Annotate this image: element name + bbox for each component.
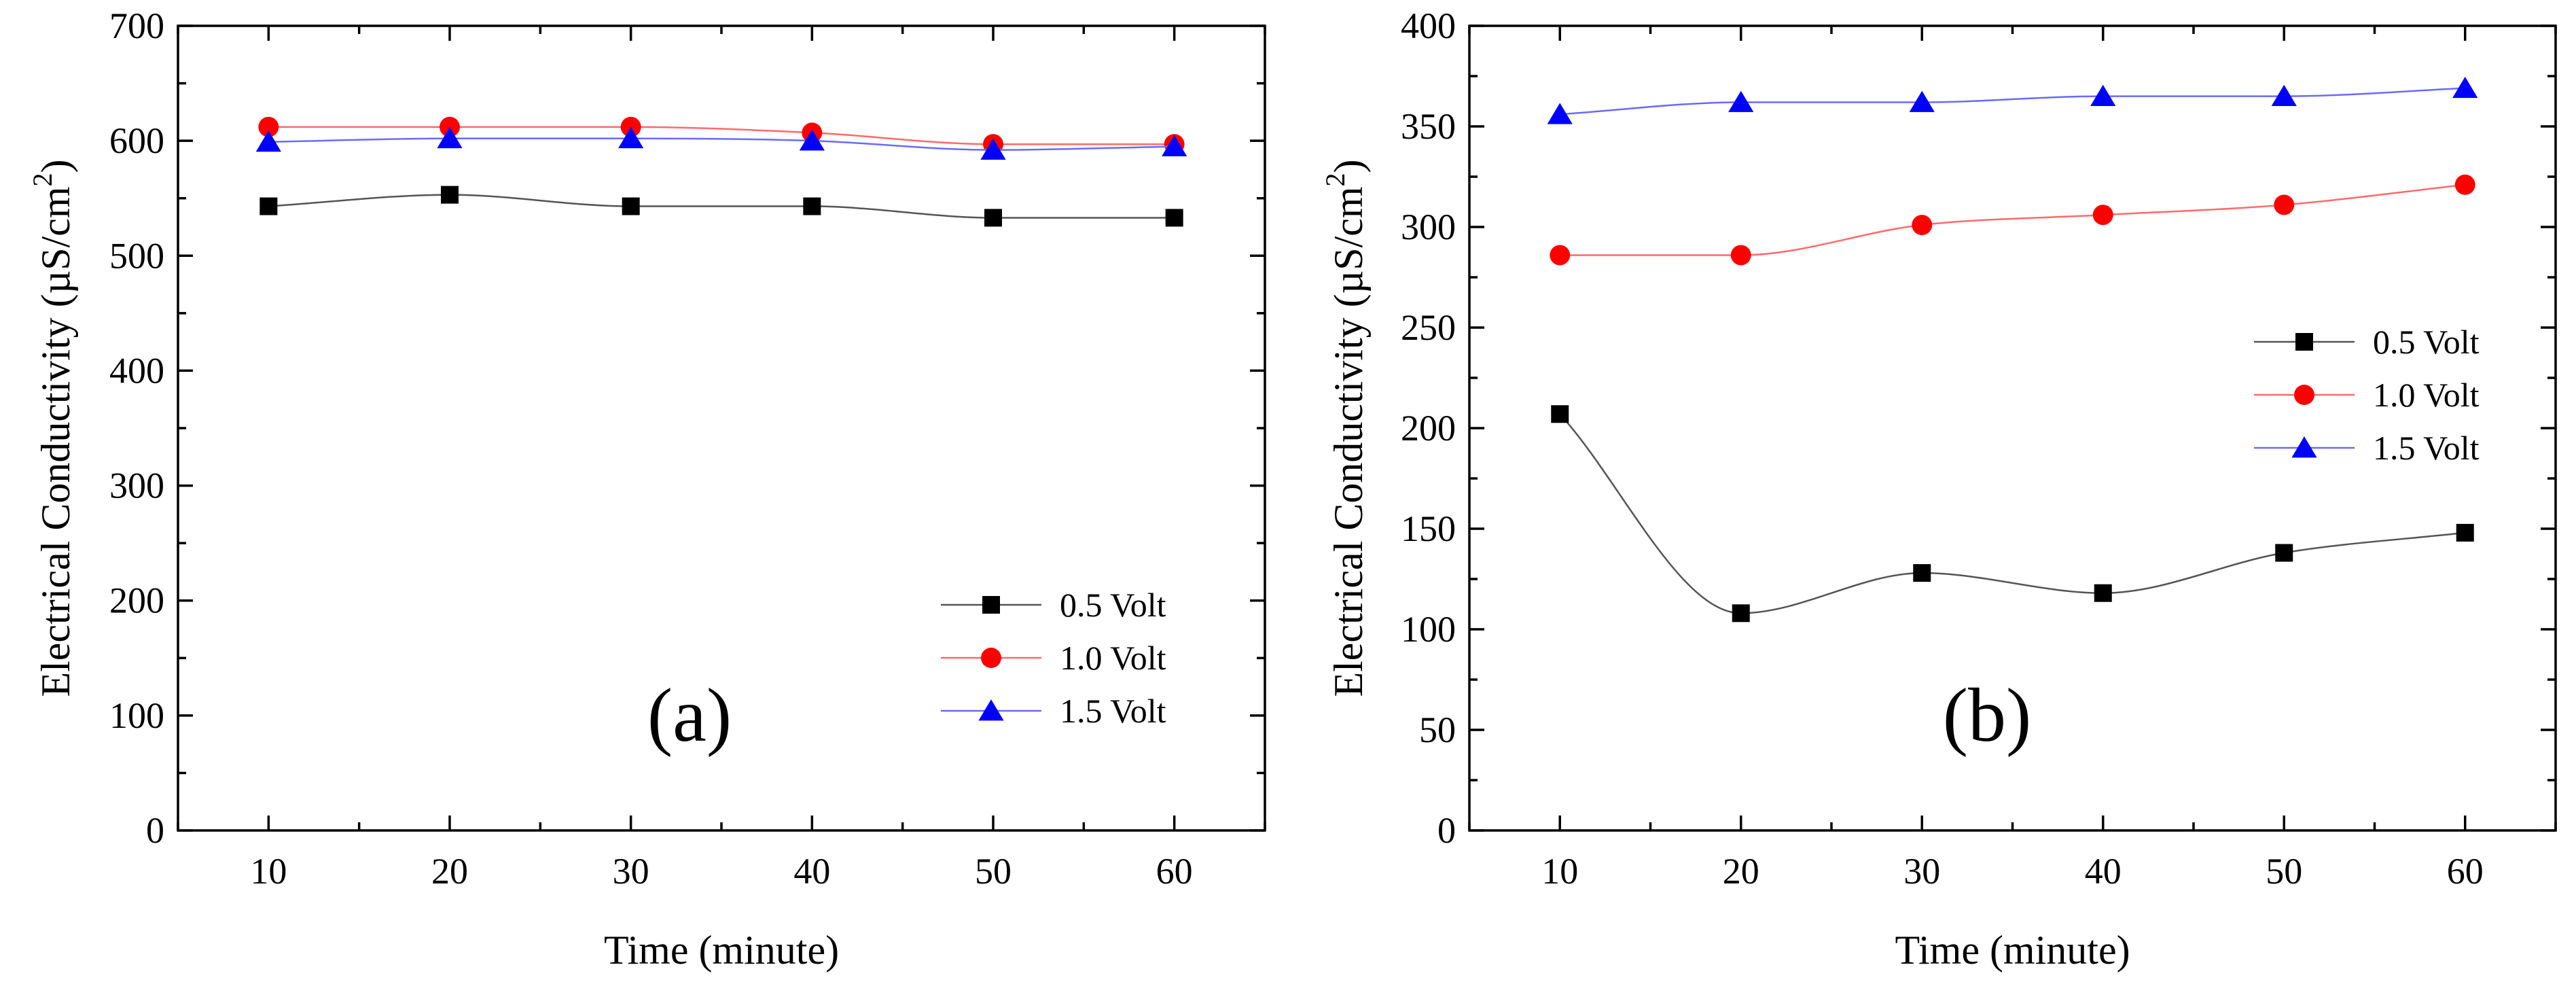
legend-marker (978, 699, 1004, 721)
series-line-0-5-volt (1559, 413, 2465, 614)
y-tick-label: 100 (109, 695, 164, 736)
x-tick-label: 50 (975, 851, 1012, 892)
x-tick-label: 20 (431, 851, 468, 892)
y-axis-title-close: ) (33, 159, 78, 173)
data-point (440, 116, 460, 137)
data-point (258, 116, 279, 137)
legend-label: 1.5 Volt (1060, 692, 1166, 730)
data-point (622, 197, 640, 215)
data-point (1162, 135, 1187, 156)
x-tick-label: 60 (2447, 851, 2484, 892)
series-line-1-0-volt (1560, 183, 2465, 256)
x-tick-label: 40 (2085, 851, 2122, 892)
y-tick-label: 200 (1401, 408, 1456, 449)
data-point (1550, 245, 1571, 266)
data-point (803, 197, 821, 215)
series-line-1-0-volt (268, 126, 1175, 145)
legend-marker (981, 648, 1001, 668)
legend-label: 0.5 Volt (2373, 323, 2480, 361)
legend-label: 1.0 Volt (2373, 376, 2480, 414)
x-tick-label: 10 (1541, 851, 1578, 892)
chart-panel-b: 0 50 100 150 200 250 300 350 400 10 20 30 40 50 60 Time… (1320, 5, 2557, 972)
legend-marker (2291, 436, 2317, 458)
y-axis-title-text: Electrical Conductivity (µS/cm (1326, 186, 1371, 697)
y-axis-title-superscript: 2 (1320, 173, 1350, 186)
y-tick-label: 350 (1401, 106, 1456, 147)
y-axis-title: Electrical Conductivity (µS/cm2) (1320, 159, 1371, 697)
legend-marker (2294, 385, 2314, 405)
y-tick-label: 150 (1401, 508, 1456, 549)
series-line-0-5-volt (268, 194, 1175, 219)
x-tick-label: 20 (1723, 851, 1759, 892)
legend-marker (982, 596, 1000, 614)
y-tick-label: 400 (1401, 5, 1456, 46)
data-point (2454, 174, 2475, 195)
data-point (620, 116, 641, 137)
y-tick-label: 200 (109, 580, 164, 621)
x-tick-label: 10 (250, 851, 287, 892)
data-point (618, 126, 644, 149)
data-point (2094, 584, 2112, 602)
data-point (1913, 564, 1931, 582)
data-point (2092, 205, 2113, 226)
data-point (984, 209, 1002, 227)
y-tick-label: 50 (1419, 709, 1456, 750)
y-tick-label: 0 (146, 810, 164, 851)
x-axis-title: Time (minute) (1895, 928, 2130, 972)
legend-marker (2295, 333, 2313, 351)
data-point (1730, 245, 1751, 266)
y-tick-label: 100 (1401, 609, 1456, 650)
data-point (2274, 194, 2295, 215)
legend-label: 1.5 Volt (2373, 429, 2480, 467)
data-point (1728, 90, 1754, 112)
y-tick-label: 0 (1437, 810, 1456, 851)
data-point (441, 186, 459, 204)
legend-label: 1.0 Volt (1060, 639, 1166, 677)
y-tick-label: 700 (109, 5, 164, 46)
x-tick-label: 30 (1903, 851, 1940, 892)
data-point (2275, 544, 2293, 562)
series-line-1-5-volt (1560, 87, 2465, 116)
data-point (1912, 215, 1933, 235)
y-axis-title-text: Electrical Conductivity (µS/cm (33, 186, 78, 697)
data-point (2271, 84, 2297, 106)
data-point (1732, 604, 1750, 622)
data-point (1551, 405, 1569, 423)
series-line-1-5-volt (268, 137, 1175, 151)
data-point (980, 138, 1006, 160)
data-point (2456, 523, 2474, 542)
y-axis-title-close: ) (1326, 159, 1371, 173)
x-tick-label: 40 (793, 851, 830, 892)
y-tick-label: 400 (109, 350, 164, 391)
y-tick-label: 600 (109, 120, 164, 161)
legend-label: 0.5 Volt (1060, 586, 1166, 624)
panel-label: (a) (647, 673, 732, 758)
data-point (437, 126, 463, 149)
data-point (2452, 76, 2478, 99)
y-tick-label: 500 (109, 235, 164, 276)
data-point (1547, 103, 1573, 124)
data-point (1909, 90, 1935, 112)
data-point (255, 130, 281, 152)
y-axis-title-superscript: 2 (27, 173, 58, 186)
x-tick-label: 50 (2266, 851, 2302, 892)
data-point (799, 129, 825, 151)
y-tick-label: 250 (1401, 307, 1456, 348)
chart-panel-a: 0 100 200 300 400 500 600 700 10 20 30 40 50 60 Time (… (27, 5, 1266, 972)
x-axis-title: Time (minute) (604, 928, 839, 972)
x-tick-label: 30 (613, 851, 649, 892)
data-point (2090, 84, 2116, 106)
x-tick-label: 60 (1156, 851, 1193, 892)
data-point (1165, 209, 1183, 227)
data-point (260, 197, 278, 215)
y-tick-label: 300 (109, 466, 164, 506)
y-axis-title: Electrical Conductivity (µS/cm2) (27, 159, 78, 697)
panel-label: (b) (1943, 673, 2032, 758)
y-tick-label: 300 (1401, 207, 1456, 247)
